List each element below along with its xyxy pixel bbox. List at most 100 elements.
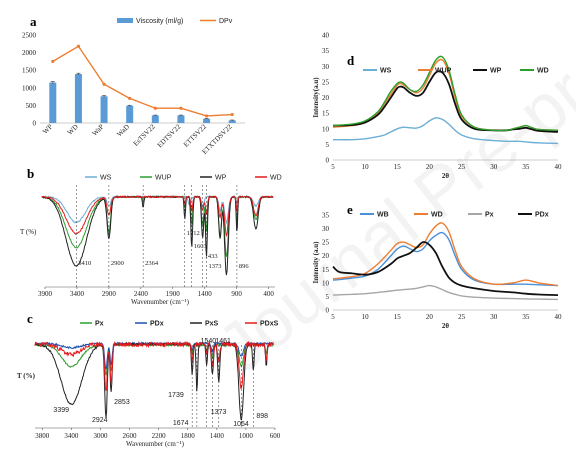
panel-d-ytick: 20 [322, 94, 330, 102]
panel-e-xtick-label: 5 [331, 313, 335, 321]
panel-b-xlabel: Wavenumber (cm⁻¹) [131, 298, 190, 306]
panel-e-ytick: 5 [326, 293, 330, 301]
panel-a-category-label: WD [66, 123, 80, 137]
panel-d-xtick-label: 35 [522, 163, 530, 171]
panel-a-bar [151, 115, 159, 123]
panel-d-legend-label: WP [490, 68, 502, 75]
panel-b-letter: b [27, 166, 34, 181]
panel-e-series-wd [332, 222, 559, 287]
panel-c-xtick-label: 2200 [152, 432, 167, 440]
panel-e-xtick-label: 40 [555, 313, 563, 321]
panel-a-ytick: 1000 [22, 84, 37, 92]
panel-e-legend-label: PDx [535, 212, 549, 219]
panel-a-ytick: 0 [33, 120, 37, 128]
panel-b-annotation-label: 1433 [205, 253, 218, 260]
panel-a-legend-viscosity: Viscosity (ml/g) [136, 18, 183, 25]
panel-c-spectrum-pdxs [34, 340, 274, 391]
panel-d-letter: d [347, 53, 355, 68]
panel-e-xtick-label: 25 [458, 313, 466, 321]
panel-a-bar [126, 105, 134, 123]
panel-a-bar [228, 120, 236, 123]
panel-d-ytick: 5 [326, 141, 330, 149]
panel-e-ytick: 20 [322, 252, 330, 260]
panel-a-ytick: 2500 [22, 32, 37, 40]
panel-b-xtick-label: 400 [263, 290, 274, 298]
panel-b-xtick-label: 2900 [102, 290, 117, 298]
panel-c-annotation-label: 898 [256, 413, 268, 420]
panel-d-legend-label: WD [537, 68, 549, 75]
panel-b-spectrum-wd [41, 195, 274, 238]
panel-b-xtick-label: 3900 [38, 290, 53, 298]
panel-a-ytick: 500 [26, 102, 37, 110]
panel-c-ylabel: T (%) [17, 372, 36, 380]
panel-e-series-pdx [332, 241, 559, 296]
panel-a-legend-dpv: DPv [219, 18, 233, 25]
panel-d-xtick-label: 30 [490, 163, 498, 171]
panel-b-annotation-label: 896 [239, 263, 250, 270]
panel-a-legend-swatch-viscosity [117, 18, 133, 23]
panel-b-xtick-label: 2400 [134, 290, 149, 298]
panel-d-xlabel: 2θ [442, 172, 450, 180]
panel-b-legend-label: WP [215, 175, 227, 182]
panel-a-bar [203, 118, 211, 123]
panel-a-dpv-point [128, 96, 132, 100]
panel-c-annotation-label: 2853 [114, 399, 130, 406]
panel-a-bar [74, 74, 82, 123]
panel-a-category-label: EDTSV22 [156, 122, 183, 149]
panel-b-ylabel: T (%) [20, 228, 37, 236]
panel-d-series-wd [332, 55, 559, 132]
panel-e-ytick: 35 [322, 212, 330, 220]
panel-d-xtick-label: 25 [458, 163, 466, 171]
panel-c-xtick-label: 3800 [35, 432, 50, 440]
panel-a-ytick: 2000 [22, 49, 37, 57]
panel-c-xtick-label: 3400 [64, 432, 79, 440]
panel-e-series-px [332, 284, 559, 301]
panel-a-category-label: WaP [91, 123, 106, 138]
panel-c-legend-label: PDx [150, 321, 164, 328]
panel-d-series-ws [332, 117, 559, 145]
panel-e-xlabel: 2θ [442, 322, 450, 330]
panel-e-ytick: 25 [322, 239, 330, 247]
panel-b-annotation-label: 3410 [78, 260, 91, 267]
panel-e-ytick: 30 [322, 225, 330, 233]
panel-d-xtick-label: 40 [555, 163, 563, 171]
panel-a-dpv-point [179, 106, 183, 110]
panel-c-annotation-label: 3399 [53, 407, 69, 414]
panel-e-ylabel: Intensity (a.u) [312, 241, 320, 284]
panel-c-legend-label: Px [95, 321, 104, 328]
panel-b-xtick-label: 3400 [70, 290, 85, 298]
panel-d-xtick-label: 20 [426, 163, 434, 171]
panel-c-annotation-label: 1540 [201, 338, 217, 345]
panel-d-ytick: 10 [322, 125, 330, 133]
panel-c-xlabel: Wavenumber (cm⁻¹) [126, 440, 185, 448]
panel-b-annotation-label: 1373 [208, 263, 221, 270]
panel-b-annotation-label: 2900 [111, 260, 124, 267]
panel-c-annotation-label: 2924 [92, 417, 108, 424]
panel-a-dpv-line [52, 45, 233, 117]
panel-a-ytick: 1500 [22, 67, 37, 75]
panel-e-letter: e [347, 202, 353, 217]
panel-a-bar [100, 96, 108, 123]
panel-e-ytick: 0 [326, 307, 330, 315]
panel-b-annotation-label: 2364 [145, 260, 159, 267]
panel-d-legend-label: WUP [435, 68, 452, 75]
panel-b-legend-label: WD [270, 175, 282, 182]
panel-c-annotation-label: 1461 [215, 338, 231, 345]
panel-c-annotation-label: 1064 [233, 421, 249, 428]
panel-e-ytick: 10 [322, 279, 330, 287]
panel-d-ytick: 40 [322, 32, 330, 40]
panel-a-bar [49, 82, 57, 123]
panel-e-xtick-label: 30 [490, 313, 498, 321]
panel-b-legend-label: WUP [155, 175, 172, 182]
panel-d-ylabel: Intensity(a.u) [312, 77, 320, 118]
panel-c-xtick-label: 1800 [181, 432, 196, 440]
panel-b-annotation-label: 1712 [187, 230, 200, 237]
panel-e-xtick-label: 35 [522, 313, 530, 321]
panel-b-xtick-label: 1400 [198, 290, 213, 298]
panel-a-bar [177, 115, 185, 123]
panel-b-legend-label: WS [100, 175, 112, 182]
panel-d-ytick: 30 [322, 63, 330, 71]
panel-a-category-label: WP [41, 123, 54, 136]
panel-c-annotation-label: 1373 [211, 409, 227, 416]
